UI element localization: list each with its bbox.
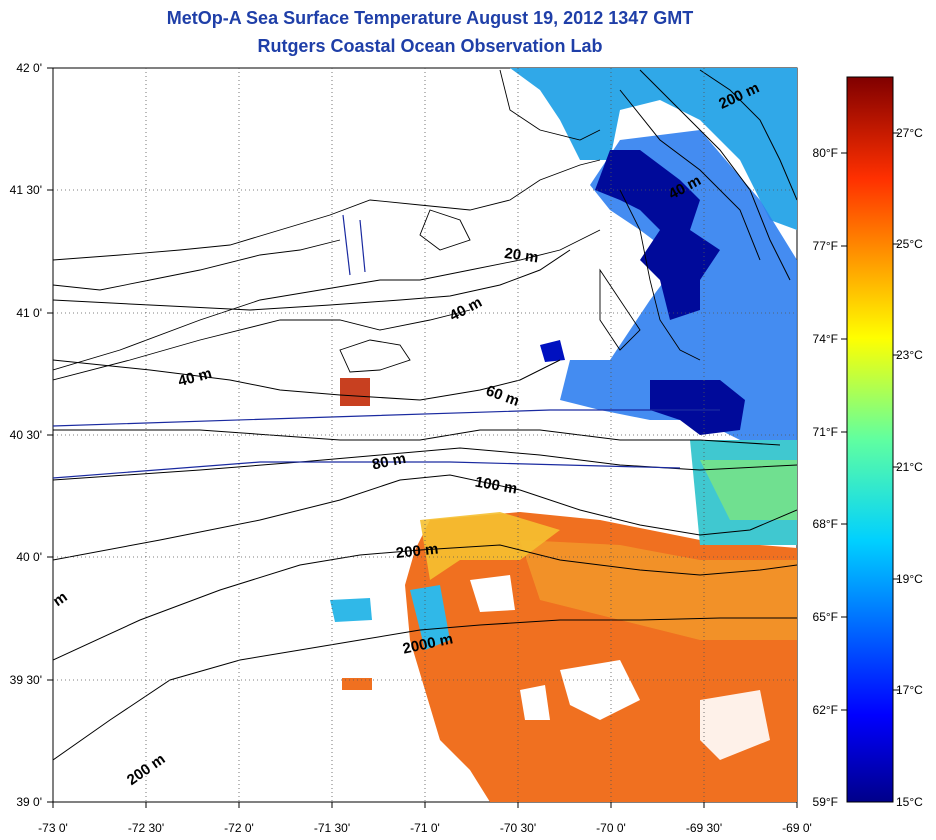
colorbar-f-label: 68°F [813, 517, 838, 531]
map-title: MetOp-A Sea Surface Temperature August 1… [166, 8, 694, 28]
colorbar-f-label: 74°F [813, 332, 838, 346]
colorbar-c-label: 15°C [896, 795, 923, 809]
lat-label: 41 0' [16, 306, 42, 320]
colorbar-f-label: 65°F [813, 610, 838, 624]
warm-sst-region [340, 378, 797, 802]
ship-tracks [53, 214, 720, 479]
contour-label-80m: 80 m [371, 450, 408, 474]
map-subtitle: Rutgers Coastal Ocean Observation Lab [257, 36, 603, 56]
lat-label: 40 0' [16, 550, 42, 564]
lon-label: -71 30' [314, 821, 350, 835]
lat-label: 39 0' [16, 795, 42, 809]
lon-label: -69 0' [782, 821, 812, 835]
lat-label: 41 30' [10, 183, 42, 197]
colorbar-c-label: 17°C [896, 683, 923, 697]
colorbar-c-label: 19°C [896, 572, 923, 586]
colorbar-celsius-scale: 27°C 25°C 23°C 21°C 19°C 17°C 15°C [893, 126, 923, 809]
lon-label: -69 30' [686, 821, 722, 835]
colorbar-c-label: 25°C [896, 237, 923, 251]
lon-label: -70 30' [500, 821, 536, 835]
lon-label: -72 0' [224, 821, 254, 835]
cold-sst-region [540, 150, 745, 435]
colorbar [846, 76, 894, 803]
longitude-axis: -73 0' -72 30' -72 0' -71 30' -71 0' -70… [38, 821, 812, 835]
lat-label: 39 30' [10, 673, 42, 687]
latitude-axis: 42 0' 41 30' 41 0' 40 30' 40 0' 39 30' 3… [10, 61, 42, 809]
colorbar-c-label: 21°C [896, 460, 923, 474]
colorbar-c-label: 27°C [896, 126, 923, 140]
frame-ticks [47, 67, 798, 808]
lon-label: -70 0' [596, 821, 626, 835]
colorbar-f-label: 80°F [813, 146, 838, 160]
colorbar-f-label: 71°F [813, 425, 838, 439]
colorbar-c-label: 23°C [896, 348, 923, 362]
colorbar-f-label: 59°F [813, 795, 838, 809]
lat-label: 42 0' [16, 61, 42, 75]
lon-label: -71 0' [410, 821, 440, 835]
colorbar-fahrenheit-scale: 80°F 77°F 74°F 71°F 68°F 65°F 62°F 59°F [813, 146, 847, 809]
contour-label-200m-center: 200 m [395, 541, 439, 562]
colorbar-f-label: 62°F [813, 703, 838, 717]
coastline [53, 69, 701, 381]
lon-label: -73 0' [38, 821, 68, 835]
contour-label-20m: 20 m [503, 245, 539, 267]
lon-label: -72 30' [128, 821, 164, 835]
lat-label: 40 30' [10, 428, 42, 442]
colorbar-f-label: 77°F [813, 239, 838, 253]
graticule [53, 68, 797, 802]
